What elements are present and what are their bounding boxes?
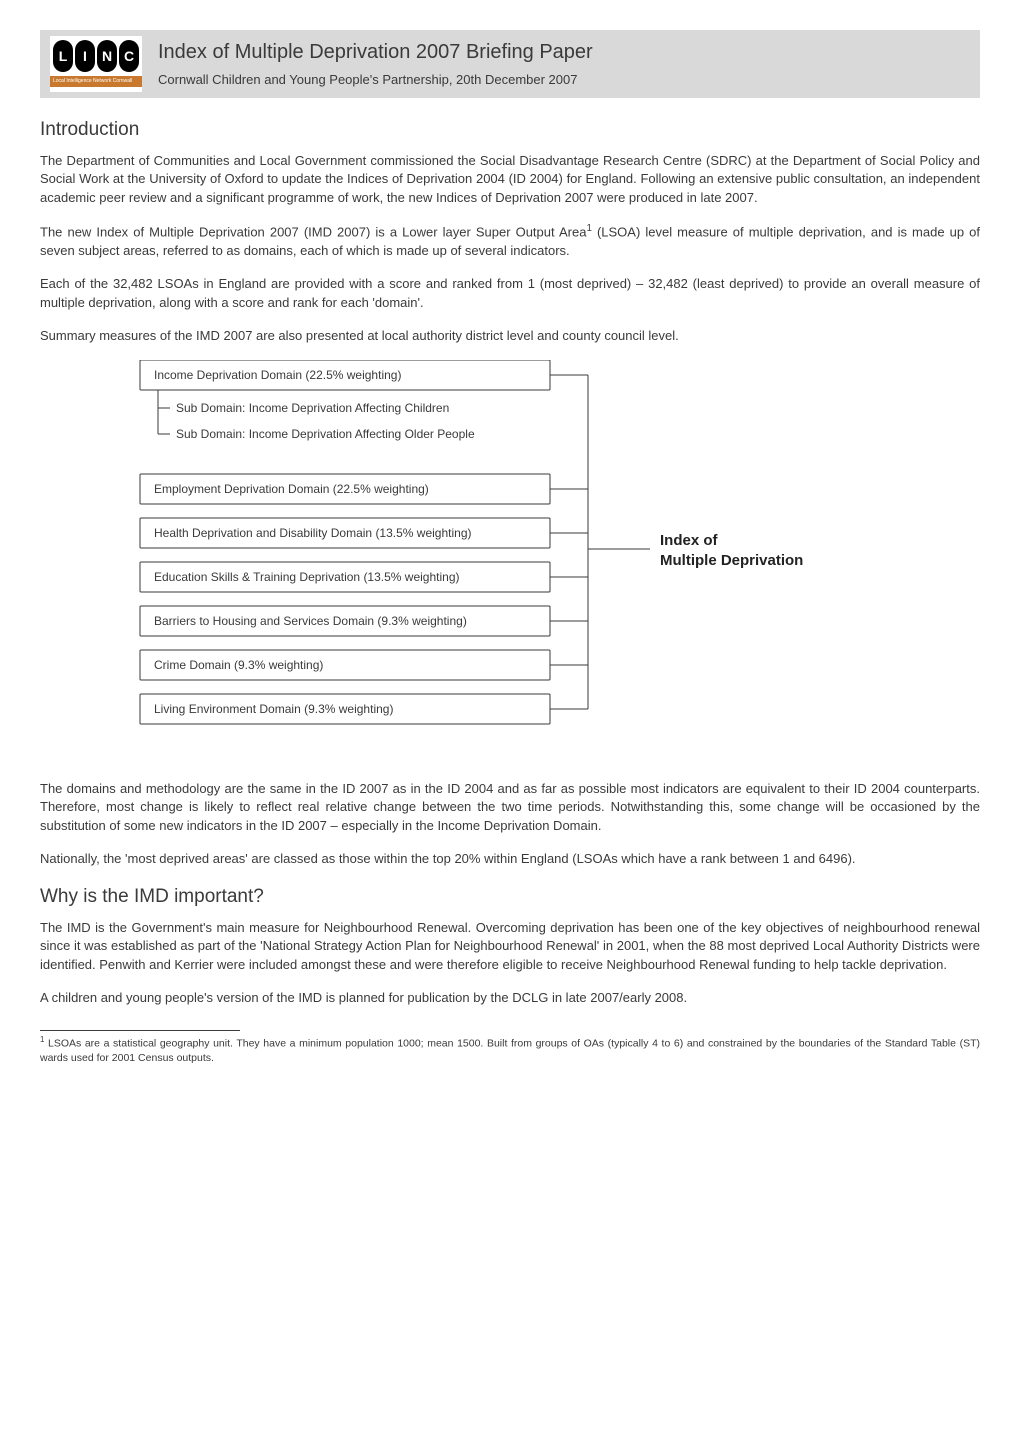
footnote-text: LSOAs are a statistical geography unit. …: [40, 1037, 980, 1063]
subdomain-label: Sub Domain: Income Deprivation Affecting…: [176, 401, 449, 415]
section-heading-introduction: Introduction: [40, 116, 980, 144]
page-title: Index of Multiple Deprivation 2007 Brief…: [158, 38, 593, 67]
header-band: L I N C Local Intelligence Network Cornw…: [40, 30, 980, 98]
domain-label: Health Deprivation and Disability Domain…: [154, 526, 472, 540]
imd-label-line: Index of: [660, 532, 719, 549]
logo: L I N C Local Intelligence Network Cornw…: [50, 36, 142, 92]
why-paragraph: The IMD is the Government's main measure…: [40, 919, 980, 976]
diagram-svg: Income Deprivation Domain (22.5% weighti…: [100, 360, 920, 760]
footnote-rule: [40, 1030, 240, 1031]
footnote: 1 LSOAs are a statistical geography unit…: [40, 1035, 980, 1065]
intro-paragraph: Summary measures of the IMD 2007 are als…: [40, 327, 980, 346]
section-heading-why: Why is the IMD important?: [40, 883, 980, 911]
imd-domains-diagram: Income Deprivation Domain (22.5% weighti…: [100, 360, 920, 760]
logo-letters-row: L I N C: [50, 36, 142, 72]
page-subtitle: Cornwall Children and Young People's Par…: [158, 71, 593, 90]
intro-paragraph: The new Index of Multiple Deprivation 20…: [40, 222, 980, 261]
logo-letter: I: [75, 40, 95, 72]
logo-letter: C: [119, 40, 139, 72]
intro-paragraph: Each of the 32,482 LSOAs in England are …: [40, 275, 980, 313]
why-paragraph: A children and young people's version of…: [40, 989, 980, 1008]
domain-label: Living Environment Domain (9.3% weightin…: [154, 702, 393, 716]
domain-label: Employment Deprivation Domain (22.5% wei…: [154, 482, 429, 496]
header-text: Index of Multiple Deprivation 2007 Brief…: [158, 38, 593, 90]
domain-label: Income Deprivation Domain (22.5% weighti…: [154, 368, 401, 382]
body-paragraph: Nationally, the 'most deprived areas' ar…: [40, 850, 980, 869]
domain-label: Crime Domain (9.3% weighting): [154, 658, 323, 672]
domain-label: Barriers to Housing and Services Domain …: [154, 614, 467, 628]
intro-p2-pre: The new Index of Multiple Deprivation 20…: [40, 224, 586, 239]
logo-letter: L: [53, 40, 73, 72]
logo-letter: N: [97, 40, 117, 72]
body-paragraph: The domains and methodology are the same…: [40, 780, 980, 837]
intro-paragraph: The Department of Communities and Local …: [40, 152, 980, 209]
domain-label: Education Skills & Training Deprivation …: [154, 570, 460, 584]
imd-label-line: Multiple Deprivation: [660, 552, 803, 569]
logo-subtitle: Local Intelligence Network Cornwall: [50, 76, 142, 87]
subdomain-label: Sub Domain: Income Deprivation Affecting…: [176, 427, 475, 441]
